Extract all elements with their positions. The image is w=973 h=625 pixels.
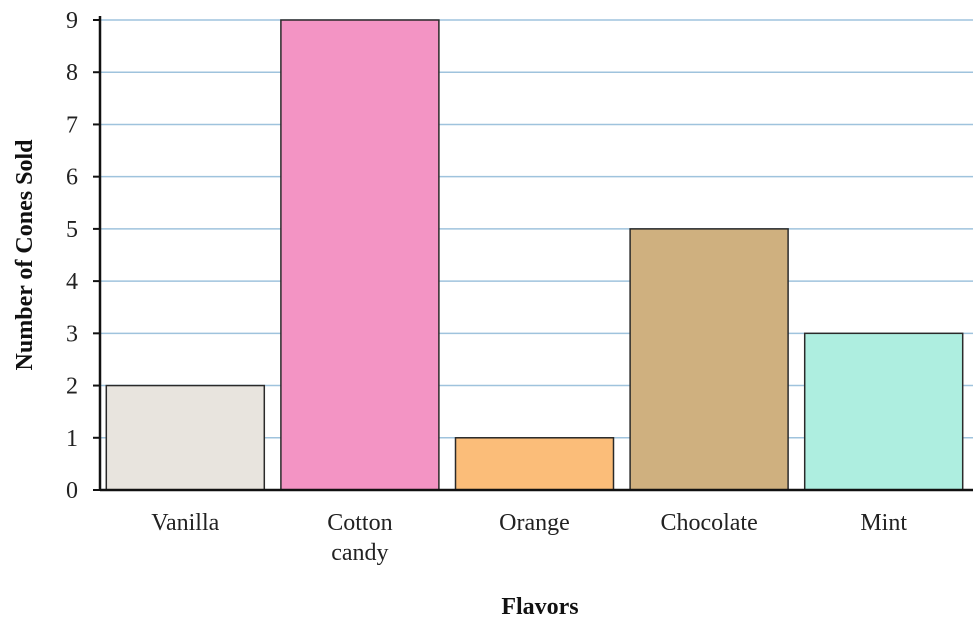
x-category-label-vanilla: Vanilla bbox=[151, 510, 219, 536]
y-tick-label-5: 5 bbox=[66, 217, 78, 243]
y-tick-label-9: 9 bbox=[66, 8, 78, 34]
y-tick-label-6: 6 bbox=[66, 165, 78, 191]
y-tick-label-1: 1 bbox=[66, 426, 78, 452]
bars bbox=[105, 19, 964, 491]
y-tick-label-4: 4 bbox=[66, 269, 78, 295]
y-tick-labels: 0 1 2 3 4 5 6 7 8 9 bbox=[66, 8, 78, 504]
x-category-labels: Vanilla Cotton candy Orange Chocolate Mint bbox=[151, 510, 907, 566]
x-category-label-orange: Orange bbox=[499, 510, 570, 536]
y-tick-label-8: 8 bbox=[66, 60, 78, 86]
bar-chocolate bbox=[629, 228, 789, 491]
y-tick-label-7: 7 bbox=[66, 112, 78, 138]
y-tick-label-2: 2 bbox=[66, 374, 78, 400]
x-category-label-mint: Mint bbox=[860, 510, 907, 536]
y-axis-title: Number of Cones Sold bbox=[12, 139, 38, 371]
x-category-label-cotton-candy: Cotton candy bbox=[327, 510, 392, 566]
x-category-label-chocolate: Chocolate bbox=[660, 510, 757, 536]
bar-mint bbox=[803, 332, 964, 491]
bar-cotton-candy bbox=[280, 19, 440, 491]
axes bbox=[93, 16, 973, 492]
bar-vanilla bbox=[105, 384, 266, 491]
x-axis-title: Flavors bbox=[501, 594, 578, 620]
y-tick-label-3: 3 bbox=[66, 321, 78, 347]
bar-orange bbox=[454, 437, 615, 491]
y-tick-label-0: 0 bbox=[66, 478, 78, 504]
